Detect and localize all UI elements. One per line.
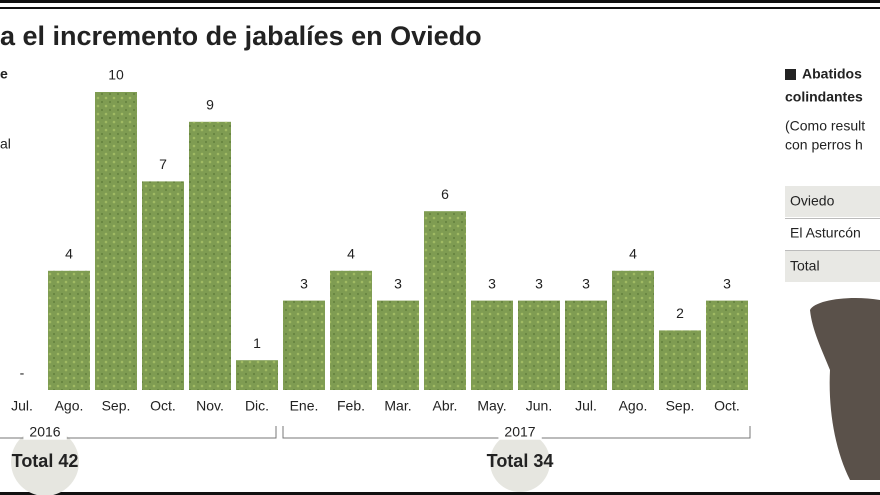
data-label: 2 xyxy=(676,305,684,321)
left-note: al xyxy=(0,136,11,152)
data-label: 3 xyxy=(300,275,308,291)
top-rule xyxy=(0,7,880,9)
bar-texture xyxy=(283,300,325,390)
group-total: Total 34 xyxy=(487,451,554,471)
table-row xyxy=(785,186,880,217)
data-label: 4 xyxy=(65,246,73,262)
x-tick-label: Jun. xyxy=(526,398,552,414)
table-rule xyxy=(785,218,880,251)
data-label: - xyxy=(20,365,25,381)
total-badge xyxy=(490,432,550,492)
bar-texture xyxy=(565,300,607,390)
x-tick-label: Ago. xyxy=(55,398,84,414)
x-tick-label: May. xyxy=(477,398,506,414)
x-tick-label: Ago. xyxy=(619,398,648,414)
data-label: 6 xyxy=(441,186,449,202)
x-tick-label: Oct. xyxy=(714,398,740,414)
bar-texture xyxy=(236,360,278,390)
total-badge xyxy=(11,428,79,495)
legend-square xyxy=(785,69,796,80)
x-tick-label: Abr. xyxy=(433,398,458,414)
bar-texture xyxy=(471,300,513,390)
boar-illustration xyxy=(810,298,880,480)
bar-texture xyxy=(48,270,90,390)
bar-texture xyxy=(518,300,560,390)
x-tick-label: Sep. xyxy=(666,398,695,414)
bar-texture xyxy=(142,181,184,390)
data-label: 10 xyxy=(108,67,124,83)
x-tick-label: Oct. xyxy=(150,398,176,414)
table-cell: Oviedo xyxy=(790,193,835,209)
x-tick-label: Jul. xyxy=(11,398,33,414)
data-label: 3 xyxy=(488,275,496,291)
data-label: 3 xyxy=(394,275,402,291)
left-note: e xyxy=(0,66,8,82)
x-tick-label: Mar. xyxy=(384,398,411,414)
data-label: 3 xyxy=(582,275,590,291)
data-label: 4 xyxy=(347,246,355,262)
group-label: 2017 xyxy=(504,424,535,440)
group-bracket xyxy=(0,426,751,439)
table-cell: Total xyxy=(790,258,820,274)
bar-texture xyxy=(424,211,466,390)
data-label: 3 xyxy=(535,275,543,291)
data-label: 4 xyxy=(629,246,637,262)
group-label-bg xyxy=(498,423,542,440)
bottom-rule xyxy=(0,492,880,495)
group-total: Total 42 xyxy=(12,451,79,471)
side-note: con perros h xyxy=(785,137,863,153)
bar-texture xyxy=(706,300,748,390)
x-tick-label: Sep. xyxy=(102,398,131,414)
x-tick-label: Dic. xyxy=(245,398,269,414)
bar-texture xyxy=(612,270,654,390)
table-cell: El Asturcón xyxy=(790,225,861,241)
group-label: 2016 xyxy=(29,424,60,440)
data-label: 7 xyxy=(159,156,167,172)
x-tick-label: Nov. xyxy=(196,398,224,414)
data-label: 3 xyxy=(723,275,731,291)
x-tick-label: Jul. xyxy=(575,398,597,414)
side-note: (Como result xyxy=(785,118,865,134)
bar-texture xyxy=(330,270,372,390)
top-rule xyxy=(0,0,880,3)
group-label-bg xyxy=(23,423,67,440)
chart-title: a el incremento de jabalíes en Oviedo xyxy=(0,21,482,51)
bar-texture xyxy=(659,330,701,390)
side-heading: colindantes xyxy=(785,89,863,105)
data-label: 9 xyxy=(206,97,214,113)
data-label: 1 xyxy=(253,335,261,351)
x-tick-label: Feb. xyxy=(337,398,365,414)
bar-texture xyxy=(189,121,231,391)
x-tick-label: Ene. xyxy=(290,398,319,414)
bar-texture xyxy=(377,300,419,390)
side-heading: Abatidos xyxy=(802,66,862,82)
bar-texture xyxy=(95,92,137,390)
table-row xyxy=(785,251,880,282)
